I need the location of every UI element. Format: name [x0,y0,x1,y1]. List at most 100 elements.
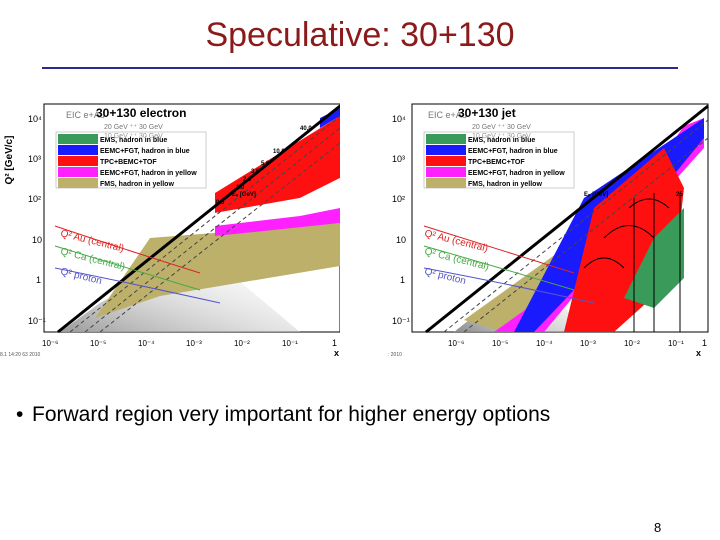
sat-curve-au [54,225,201,274]
plot-title: 30+130 jet [458,106,516,120]
legend-label: EEMC+FGT, hadron in blue [468,148,558,155]
magenta-band [215,208,340,236]
legend-swatch-tpc [426,156,466,166]
energy-value: 40.0 [300,126,312,132]
white-band [215,178,340,226]
x-tick: 1 [332,338,337,348]
blue-band [320,108,340,128]
header-left: EIC e+Au [66,110,105,120]
x-tick: 10⁻¹ [282,339,298,348]
dashed-line [443,119,709,333]
x-tick: 10⁻⁵ [492,339,508,348]
legend-swatch-eemc-yellow [426,167,466,177]
x-tick: 10⁻¹ [668,339,684,348]
energy-value: 3.0 [251,169,260,175]
plot-footer: 8.1 14:20 63 2010 [0,352,41,358]
y-tick: 10⁻¹ [392,316,410,326]
legend-swatch-ems [58,134,98,144]
red-band [215,116,340,213]
yellow-band [95,223,340,318]
jet-contour [628,198,670,209]
x-tick: 10⁻³ [186,339,202,348]
energy-value: 1.0 [236,185,245,191]
sat-curve-p [54,267,221,304]
dashed-line [84,127,340,333]
y-tick: 10 [32,235,42,245]
legend-label: EEMC+FGT, hadron in yellow [468,170,565,177]
legend-label: EEMC+FGT, hadron in blue [100,148,190,155]
bullet-dot-icon: • [16,403,24,426]
y-tick: 10⁻¹ [28,316,46,326]
legend-swatch-fms [58,178,98,188]
beam-line-1: 20 GeV ⁺⁺ 30 GeV [472,124,531,131]
x-axis-label: x [696,348,701,358]
energy-value: 25 [676,192,683,198]
plot-footer: : 2010 [388,352,402,358]
beam-line-2: 10 GeV ⁺⁺ 30 GeV [472,133,531,140]
legend-label: FMS, hadron in yellow [468,181,542,188]
sat-curve-au [423,225,575,274]
beam-line-2: 10 GeV ⁺⁺ 30 GeV [104,133,163,140]
y-tick: 10⁴ [392,114,406,124]
x-tick: 1 [702,338,707,348]
page-number: 8 [654,520,662,535]
x-tick: 10⁻⁶ [448,339,464,348]
y-tick: 10² [392,194,405,204]
plot-electron: EMS, hadron in blue EEMC+FGT, hadron in … [0,98,340,360]
y-tick: 10 [396,235,406,245]
kinematic-limit-line [425,104,709,334]
dashed-line [99,142,340,333]
x-tick: 10⁻⁴ [138,339,155,348]
x-tick: 10⁻³ [580,339,596,348]
energy-value: 10.0 [273,149,285,155]
energy-label: Eₑ [GeV] [232,192,256,198]
legend-swatch-eemc-yellow [58,167,98,177]
legend-label: EEMC+FGT, hadron in yellow [100,170,197,177]
energy-value: 5.0 [261,161,270,167]
kinematic-limit-line [57,104,340,334]
x-tick: 10⁻⁵ [90,339,106,348]
energy-value: 2.0 [243,177,252,183]
x-tick: 10⁻² [234,339,250,348]
dashed-line [69,115,340,333]
jet-contour [583,257,625,269]
legend-label: TPC+BEMC+TOF [100,159,157,166]
slide-title: Speculative: 30+130 [205,16,515,54]
y-tick: 10² [28,194,41,204]
y-tick: 1 [400,275,405,285]
legend-swatch-eemc-blue [426,145,466,155]
legend-label: EMS, hadron in blue [100,137,167,144]
header-left: EIC e+Au [428,110,467,120]
y-tick: 10³ [392,154,405,164]
y-tick: 10³ [28,154,41,164]
plot-jet-svg: EMS, hadron in blue EEMC+FGT, hadron in … [388,103,709,358]
bullet-item: • Forward region very important for highe… [16,403,550,427]
dashed-line [463,137,709,333]
x-tick: 10⁻² [624,339,640,348]
y-tick: 1 [36,275,41,285]
bullet-text: Forward region very important for higher… [32,403,551,426]
energy-value: 0.5 [216,200,225,206]
legend-swatch-ems [426,134,466,144]
sat-curve-p [423,267,595,304]
legend-swatch-eemc-blue [58,145,98,155]
plot-title: 30+130 electron [96,106,186,120]
x-axis-label: x [334,348,339,358]
y-axis-label: Q² [GeV/c] [4,136,15,185]
sat-curve-ca [54,245,201,291]
legend-label: FMS, hadron in yellow [100,181,174,188]
plot-electron-svg: EMS, hadron in blue EEMC+FGT, hadron in … [0,103,340,358]
title-rule [42,67,678,69]
plot-jet: EMS, hadron in blue EEMC+FGT, hadron in … [384,98,720,360]
energy-label: Eₚ [GeV] [584,192,608,198]
y-tick: 10⁴ [28,114,42,124]
legend-swatch-tpc [58,156,98,166]
sat-curve-ca [423,245,575,291]
legend-swatch-fms [426,178,466,188]
legend-label: EMS, hadron in blue [468,137,535,144]
beam-line-1: 20 GeV ⁺⁺ 30 GeV [104,124,163,131]
legend-label: TPC+BEMC+TOF [468,159,525,166]
x-tick: 10⁻⁶ [42,339,58,348]
jet-contour [603,225,655,239]
x-tick: 10⁻⁴ [536,339,553,348]
